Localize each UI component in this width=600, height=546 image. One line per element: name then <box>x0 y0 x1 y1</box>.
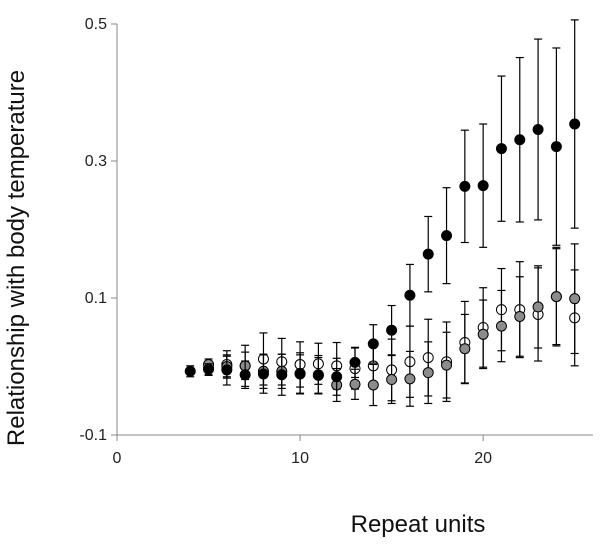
data-point-filled-black <box>367 338 379 350</box>
data-point-filled-black <box>532 123 544 135</box>
data-point-filled-gray <box>495 320 507 332</box>
data-point-filled-black <box>257 368 269 380</box>
data-point-filled-gray <box>349 378 361 390</box>
data-point-filled-black <box>550 141 562 153</box>
data-point-filled-black <box>404 289 416 301</box>
data-point-filled-black <box>349 356 361 368</box>
data-point-filled-black <box>221 364 233 376</box>
data-point-filled-gray <box>422 367 434 379</box>
data-point-filled-gray <box>386 374 398 386</box>
data-point-filled-black <box>441 230 453 242</box>
data-point-filled-black <box>312 369 324 381</box>
data-point-filled-black <box>514 134 526 146</box>
data-point-filled-black <box>294 367 306 379</box>
y-axis-title: Relationship with body temperature <box>3 70 30 446</box>
y-tick-label: 0.5 <box>85 16 107 33</box>
data-point-filled-black <box>203 363 215 375</box>
data-point-filled-gray <box>477 328 489 340</box>
y-tick-label: 0.1 <box>85 290 107 307</box>
data-point-filled-black <box>477 180 489 192</box>
data-point-filled-black <box>459 180 471 192</box>
plot-series <box>184 19 581 407</box>
data-point-filled-gray <box>367 379 379 391</box>
axes <box>116 24 593 436</box>
y-tick-label: -0.1 <box>79 427 107 444</box>
data-point-filled-black <box>331 371 343 383</box>
data-point-filled-gray <box>550 291 562 303</box>
data-point-filled-black <box>495 143 507 155</box>
data-point-filled-black <box>276 369 288 381</box>
x-axis-title: Repeat units <box>351 511 486 538</box>
x-ticks: 0 10 20 <box>113 435 492 467</box>
data-point-filled-black <box>184 365 196 377</box>
y-tick-label: 0.3 <box>85 153 107 170</box>
data-point-filled-black <box>386 324 398 336</box>
series-filled-black <box>184 19 581 396</box>
data-point-filled-black <box>569 118 581 130</box>
data-point-filled-gray <box>514 310 526 322</box>
y-ticks: -0.1 0.1 0.3 0.5 <box>79 16 117 444</box>
data-point-filled-gray <box>532 301 544 313</box>
x-tick-label: 10 <box>291 450 309 467</box>
data-point-filled-black <box>239 369 251 381</box>
data-point-filled-gray <box>441 359 453 371</box>
data-point-filled-gray <box>404 373 416 385</box>
data-point-filled-gray <box>569 293 581 305</box>
x-tick-label: 20 <box>474 450 492 467</box>
x-tick-label: 0 <box>113 450 122 467</box>
data-point-filled-gray <box>459 343 471 355</box>
data-point-filled-black <box>422 248 434 260</box>
